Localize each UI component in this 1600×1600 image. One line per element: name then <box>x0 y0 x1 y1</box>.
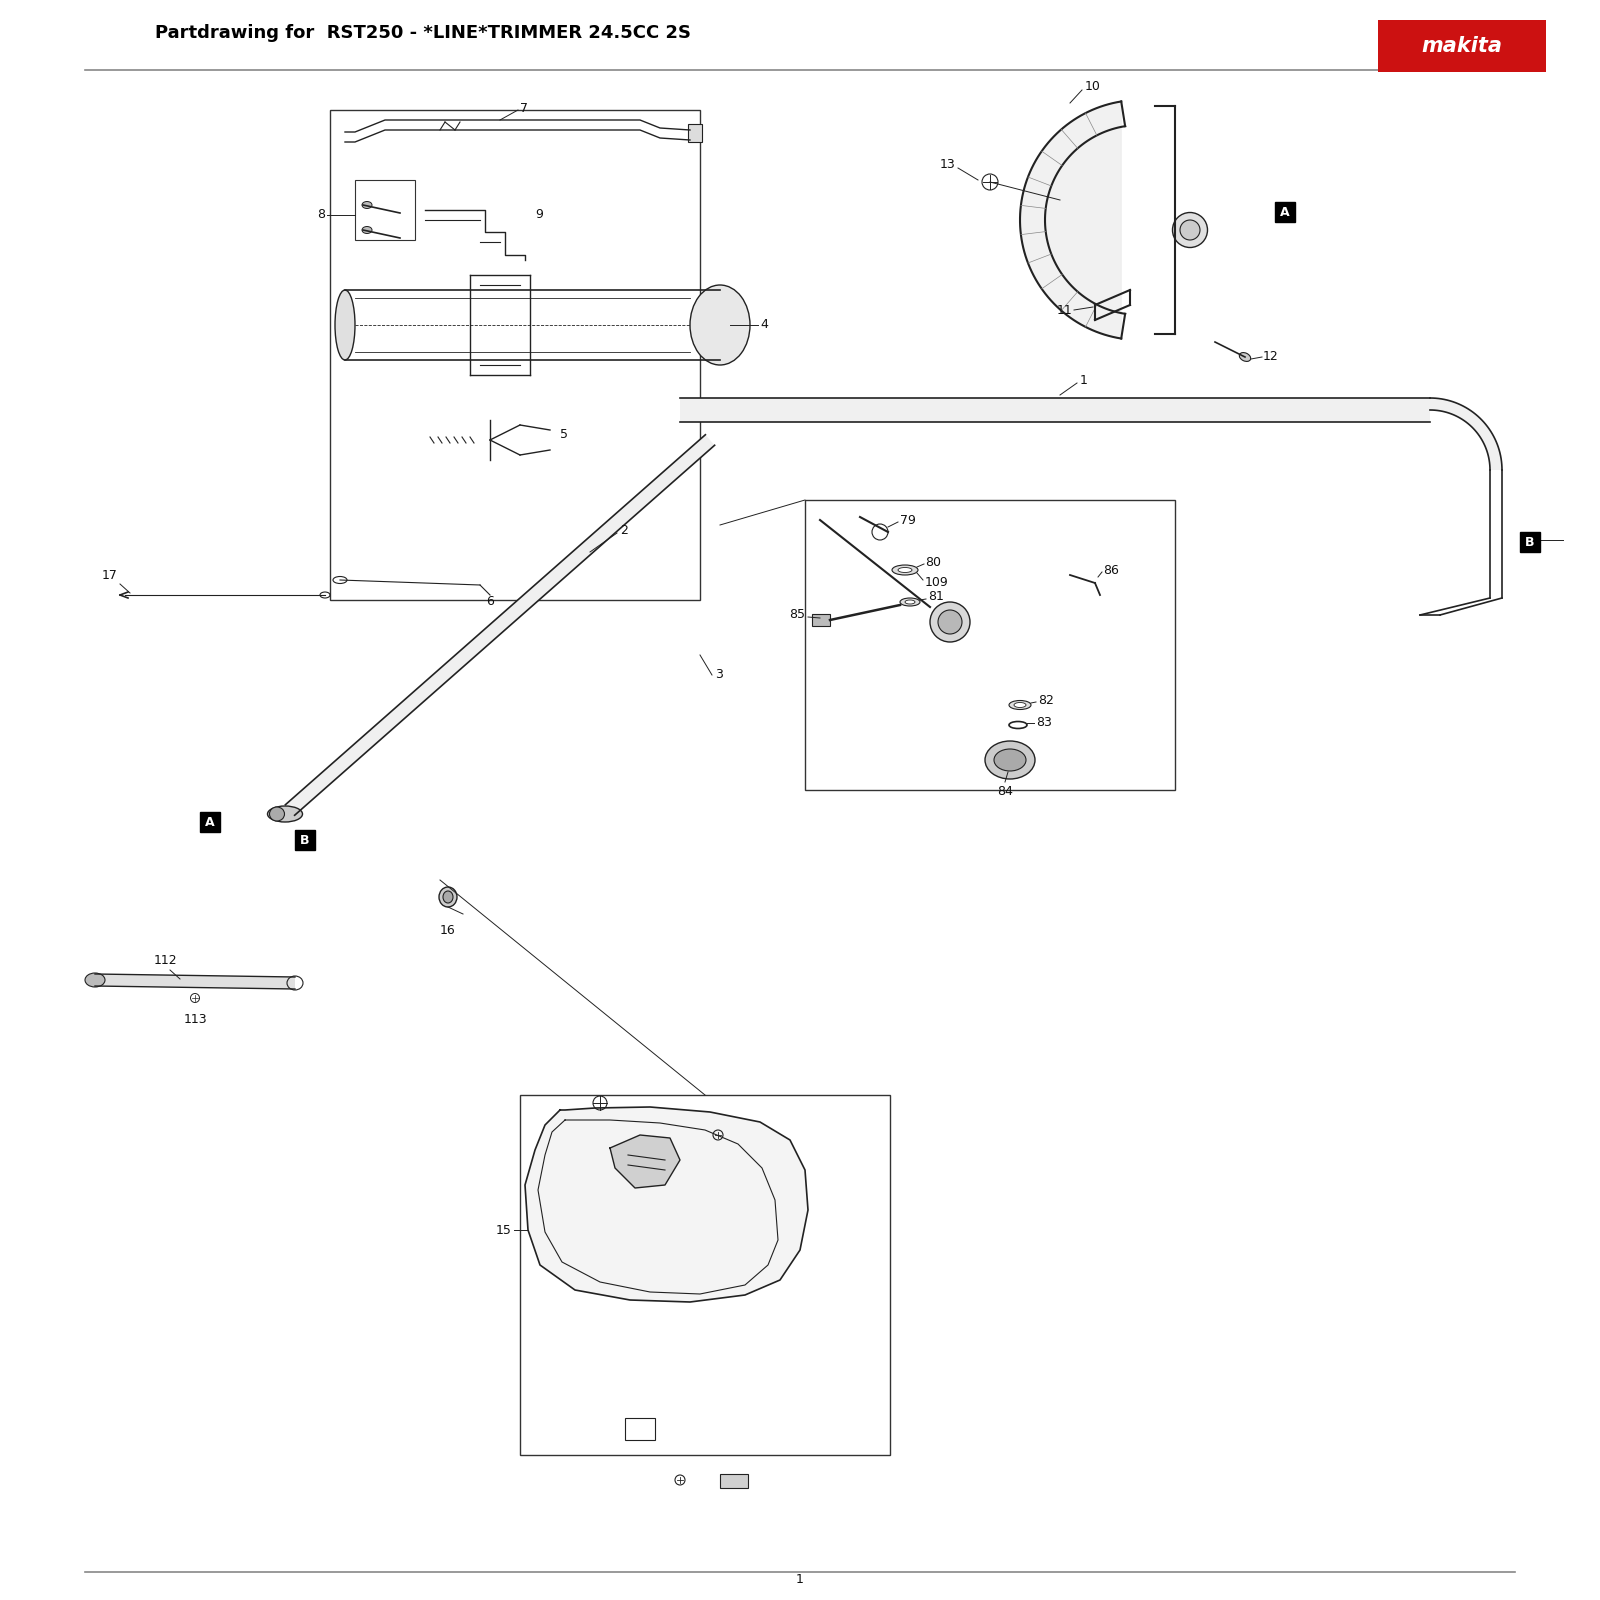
Polygon shape <box>94 974 294 989</box>
Text: 11: 11 <box>1056 304 1072 317</box>
Polygon shape <box>525 1107 808 1302</box>
Text: 81: 81 <box>928 590 944 603</box>
Ellipse shape <box>906 600 915 603</box>
Ellipse shape <box>362 202 371 208</box>
Ellipse shape <box>994 749 1026 771</box>
Polygon shape <box>1430 398 1502 470</box>
Text: 109: 109 <box>925 576 949 589</box>
Text: A: A <box>1280 205 1290 219</box>
Bar <box>1275 202 1294 222</box>
Text: 1: 1 <box>1080 373 1088 387</box>
Ellipse shape <box>930 602 970 642</box>
Text: makita: makita <box>1421 35 1502 56</box>
Bar <box>294 830 315 850</box>
Text: 10: 10 <box>1085 80 1101 93</box>
Text: 86: 86 <box>1102 563 1118 576</box>
Ellipse shape <box>898 568 912 573</box>
Polygon shape <box>1021 101 1122 339</box>
Ellipse shape <box>269 806 285 821</box>
Ellipse shape <box>690 285 750 365</box>
Bar <box>1520 531 1539 552</box>
Bar <box>330 110 701 600</box>
Text: 6: 6 <box>486 595 494 608</box>
Text: 13: 13 <box>939 158 955 171</box>
Text: Partdrawing for  RST250 - *LINE*TRIMMER 24.5CC 2S: Partdrawing for RST250 - *LINE*TRIMMER 2… <box>155 24 691 42</box>
Text: 4: 4 <box>760 318 768 331</box>
Text: 15: 15 <box>496 1224 512 1237</box>
Text: 5: 5 <box>560 429 568 442</box>
Text: B: B <box>1525 536 1534 549</box>
Ellipse shape <box>893 565 918 574</box>
Text: 12: 12 <box>1262 350 1278 363</box>
Text: 84: 84 <box>997 786 1013 798</box>
Text: 113: 113 <box>182 1013 206 1026</box>
Text: 1: 1 <box>797 1573 803 1586</box>
Ellipse shape <box>1181 219 1200 240</box>
Bar <box>1378 19 1546 72</box>
Ellipse shape <box>362 227 371 234</box>
Text: 79: 79 <box>899 514 915 526</box>
Text: 17: 17 <box>102 570 118 582</box>
Polygon shape <box>285 435 715 816</box>
Polygon shape <box>610 1134 680 1187</box>
Bar <box>520 1094 890 1454</box>
Bar <box>805 499 1174 790</box>
Ellipse shape <box>938 610 962 634</box>
Ellipse shape <box>85 973 106 987</box>
Bar <box>813 614 830 626</box>
Ellipse shape <box>1010 701 1030 709</box>
Text: 16: 16 <box>440 925 456 938</box>
Ellipse shape <box>443 891 453 902</box>
Bar <box>626 1418 654 1440</box>
Text: 112: 112 <box>154 954 178 966</box>
Ellipse shape <box>986 741 1035 779</box>
Text: 9: 9 <box>534 208 542 221</box>
Ellipse shape <box>899 598 920 606</box>
Bar <box>200 813 221 832</box>
Ellipse shape <box>267 806 302 822</box>
Text: A: A <box>205 816 214 829</box>
Ellipse shape <box>438 886 458 907</box>
Bar <box>688 125 702 142</box>
Ellipse shape <box>1014 702 1026 707</box>
Text: 82: 82 <box>1038 693 1054 707</box>
Bar <box>355 179 414 240</box>
Text: B: B <box>301 834 310 846</box>
Text: 85: 85 <box>789 608 805 621</box>
Text: 3: 3 <box>715 669 723 682</box>
Text: 80: 80 <box>925 555 941 568</box>
Ellipse shape <box>1240 352 1251 362</box>
Text: 8: 8 <box>317 208 325 221</box>
Ellipse shape <box>334 290 355 360</box>
Text: 7: 7 <box>520 101 528 115</box>
Ellipse shape <box>1173 213 1208 248</box>
Text: 2: 2 <box>621 523 627 536</box>
Bar <box>720 1474 749 1488</box>
Bar <box>680 398 1430 422</box>
Text: 83: 83 <box>1037 715 1051 728</box>
